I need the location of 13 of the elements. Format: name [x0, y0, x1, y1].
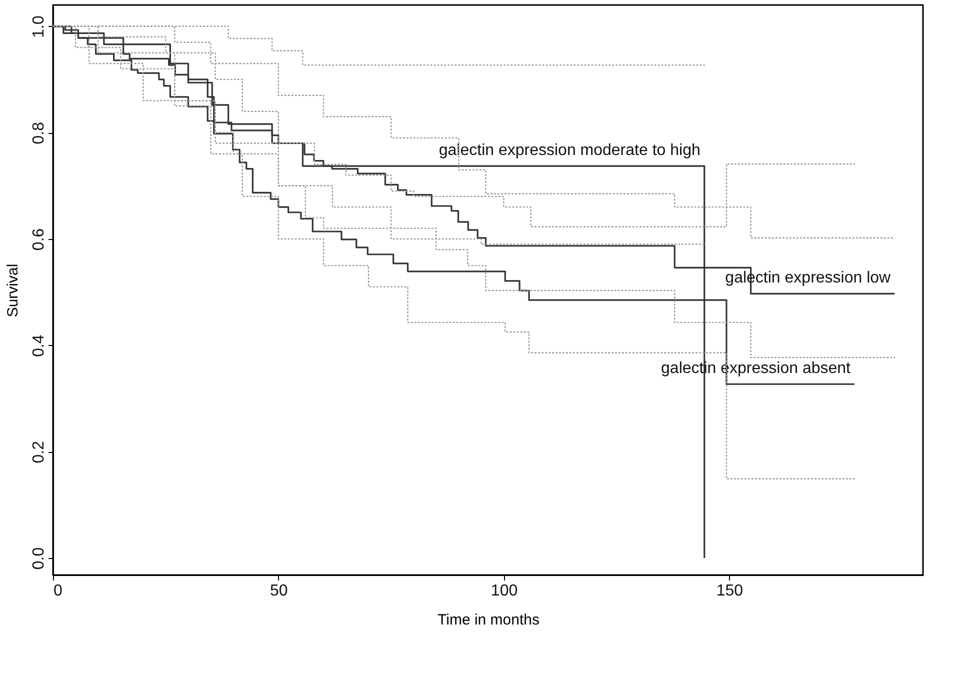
x-tick-label: 150: [716, 582, 744, 600]
x-tick-label: 50: [270, 582, 288, 600]
y-tick-label: 0.2: [30, 440, 48, 464]
x-tick-label: 100: [490, 582, 518, 600]
x-tick-label: 0: [54, 582, 62, 600]
series-label: galectin expression moderate to high: [438, 142, 700, 160]
y-tick-label: 0.6: [30, 228, 48, 251]
y-tick-label: 0.8: [30, 122, 48, 144]
y-tick-label: 1.0: [30, 16, 48, 38]
y-axis-title: Survival: [4, 264, 22, 318]
x-axis-title: Time in months: [438, 612, 540, 628]
y-tick-label: 0.0: [30, 547, 48, 570]
y-tick-label: 0.4: [30, 334, 48, 357]
